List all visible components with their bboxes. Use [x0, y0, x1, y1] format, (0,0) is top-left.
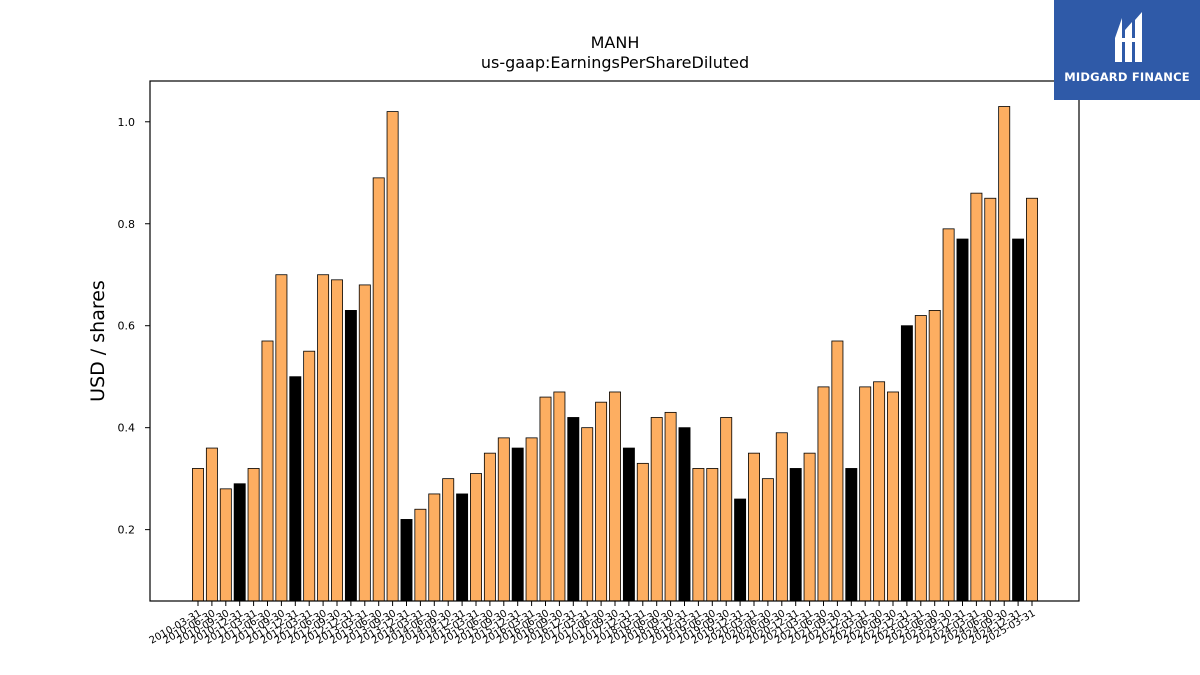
bar-2020-12-31	[789, 468, 802, 602]
bar-2016-03-31	[525, 437, 538, 602]
midgard-logo-icon	[1115, 12, 1142, 62]
bar-2013-09-30	[386, 111, 399, 602]
bar-2017-03-31	[581, 427, 594, 602]
bar-2024-09-30	[998, 106, 1011, 602]
bar-2015-06-30	[483, 452, 496, 602]
bar-2018-09-30	[664, 411, 677, 602]
bar-2022-09-30	[887, 391, 899, 602]
bar-2011-03-31	[247, 468, 260, 602]
bar-2010-03-31	[192, 468, 204, 602]
bar-2021-03-31	[803, 452, 816, 602]
y-axis-label: USD / shares	[87, 280, 109, 402]
bar-2012-06-30	[317, 274, 330, 602]
bar-2014-09-30	[442, 478, 455, 602]
bar-2013-12-31	[400, 519, 413, 602]
bar-2013-06-30	[372, 177, 385, 602]
bar-2021-09-30	[831, 340, 844, 602]
bar-2014-03-31	[414, 508, 427, 602]
bar-2015-09-30	[497, 437, 510, 602]
bar-2017-12-31	[622, 447, 635, 602]
bar-2017-06-30	[595, 401, 608, 602]
bar-2015-12-31	[511, 447, 524, 602]
bar-2022-06-30	[873, 381, 886, 602]
bar-2025-03-31	[1026, 197, 1038, 602]
bar-2011-12-31	[289, 376, 302, 602]
bar-2012-03-31	[303, 350, 316, 602]
bar-2011-09-30	[275, 274, 288, 602]
y-tick-label: 1.0	[118, 116, 136, 129]
logo-text: MIDGARD FINANCE	[1064, 70, 1190, 84]
chart-title: MANH	[591, 33, 640, 52]
bar-2016-09-30	[553, 391, 566, 602]
bar-2013-03-31	[358, 284, 371, 602]
midgard-finance-logo: MIDGARD FINANCE	[1054, 0, 1200, 100]
bar-2023-06-30	[928, 310, 941, 602]
bar-2016-12-31	[567, 417, 580, 602]
y-tick-label: 0.4	[118, 422, 136, 435]
bar-2010-12-31	[233, 483, 246, 602]
plot-frame	[149, 80, 1080, 602]
bar-2015-03-31	[470, 473, 482, 602]
bar-2019-06-30	[706, 468, 719, 602]
bar-2019-12-31	[734, 498, 747, 602]
bar-2012-12-31	[344, 310, 357, 602]
y-tick-label: 0.2	[118, 524, 136, 537]
bar-2010-06-30	[205, 447, 218, 602]
bar-2018-03-31	[636, 462, 649, 602]
bar-2022-03-31	[859, 386, 872, 602]
bar-2018-06-30	[650, 417, 663, 602]
bar-2020-09-30	[775, 432, 788, 602]
bar-2014-12-31	[456, 493, 469, 602]
chart-subtitle: us-gaap:EarningsPerShareDiluted	[481, 53, 749, 72]
bar-2016-06-30	[539, 396, 552, 602]
bar-2011-06-30	[261, 340, 274, 602]
y-tick-label: 0.6	[118, 320, 136, 333]
bar-2021-06-30	[817, 386, 830, 602]
bar-2024-12-31	[1012, 238, 1025, 602]
bar-2024-03-31	[970, 192, 983, 602]
bar-2014-06-30	[428, 493, 441, 602]
bar-2023-09-30	[942, 228, 955, 602]
bar-2019-03-31	[692, 468, 705, 602]
bar-2022-12-31	[900, 325, 913, 602]
bar-2017-09-30	[609, 391, 621, 602]
bar-2023-12-31	[956, 238, 969, 602]
bar-2024-06-30	[984, 197, 997, 602]
bar-2023-03-31	[914, 315, 927, 602]
bar-2019-09-30	[720, 417, 733, 602]
bar-2010-09-30	[219, 488, 232, 602]
bar-2020-06-30	[761, 478, 774, 602]
y-tick-label: 0.8	[118, 218, 136, 231]
bar-2018-12-31	[678, 427, 691, 602]
bar-2021-12-31	[845, 468, 858, 602]
bar-2020-03-31	[748, 452, 760, 602]
bar-2012-09-30	[331, 279, 343, 602]
